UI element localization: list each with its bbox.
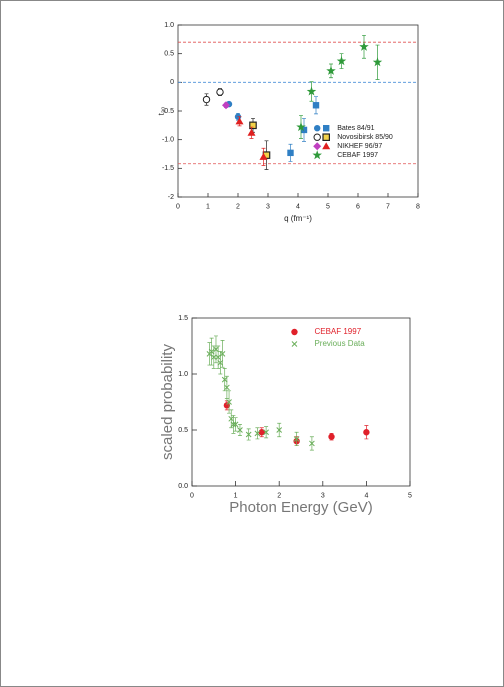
y-tick-label: -1.5 bbox=[162, 165, 174, 172]
legend-marker bbox=[322, 142, 331, 150]
legend-marker bbox=[323, 125, 330, 132]
legend-marker bbox=[313, 133, 321, 141]
x-tick-label: 4 bbox=[296, 203, 300, 210]
marker bbox=[296, 122, 306, 132]
marker bbox=[237, 427, 243, 433]
y-tick-label: 1.0 bbox=[178, 371, 188, 378]
legend-marker bbox=[291, 328, 298, 336]
x-tick-label: 0 bbox=[176, 203, 180, 210]
series bbox=[222, 101, 268, 166]
y-tick-label: 0.0 bbox=[178, 483, 188, 490]
plot-frame bbox=[191, 317, 411, 487]
legend-label: Bates 84/91 bbox=[337, 125, 374, 132]
marker bbox=[245, 431, 252, 438]
marker bbox=[202, 95, 211, 104]
marker bbox=[219, 350, 226, 357]
legend-label: Novosibirsk 85/90 bbox=[337, 134, 393, 141]
marker bbox=[363, 429, 370, 436]
marker bbox=[216, 88, 224, 96]
y-tick-label: 0.5 bbox=[164, 51, 174, 58]
marker bbox=[293, 436, 300, 442]
x-tick-label: 1 bbox=[234, 492, 238, 499]
marker bbox=[226, 399, 232, 405]
x-axis-label: Photon Energy (GeV) bbox=[229, 499, 372, 516]
series bbox=[225, 96, 320, 162]
legend-label: CEBAF 1997 bbox=[337, 152, 378, 159]
x-tick-label: 5 bbox=[408, 492, 412, 499]
x-tick-label: 6 bbox=[356, 203, 360, 210]
marker bbox=[249, 121, 257, 130]
marker bbox=[223, 402, 231, 409]
y-tick-label: -1.0 bbox=[162, 137, 174, 144]
y-tick-label: 0 bbox=[170, 79, 174, 86]
marker bbox=[372, 57, 383, 67]
x-tick-label: 2 bbox=[236, 203, 240, 210]
marker bbox=[336, 56, 347, 66]
marker bbox=[258, 429, 265, 436]
x-tick-label: 2 bbox=[277, 492, 281, 499]
marker bbox=[287, 149, 294, 157]
marker bbox=[328, 433, 335, 440]
x-tick-label: 1 bbox=[206, 203, 210, 210]
y-tick-label: 0.5 bbox=[178, 427, 188, 434]
marker bbox=[306, 86, 317, 96]
marker bbox=[213, 346, 219, 353]
y-tick-label: 1.0 bbox=[164, 22, 174, 29]
marker bbox=[222, 101, 230, 110]
series bbox=[296, 34, 383, 139]
marker bbox=[210, 354, 217, 361]
marker bbox=[224, 384, 230, 391]
marker bbox=[276, 427, 283, 433]
marker bbox=[312, 102, 320, 109]
marker bbox=[232, 421, 239, 428]
marker bbox=[247, 128, 256, 136]
marker bbox=[217, 359, 224, 366]
x-tick-label: 4 bbox=[364, 492, 368, 499]
marker bbox=[300, 126, 308, 134]
marker bbox=[230, 421, 237, 428]
legend-marker bbox=[312, 150, 322, 160]
legend-label: NIKHEF 96/97 bbox=[337, 143, 382, 150]
marker bbox=[228, 415, 235, 422]
y-tick-label: -0.5 bbox=[162, 108, 174, 115]
legend-marker bbox=[313, 142, 322, 151]
marker bbox=[359, 41, 369, 51]
marker bbox=[208, 348, 215, 355]
marker bbox=[221, 376, 228, 383]
x-tick-label: 7 bbox=[386, 203, 390, 210]
y-axis-label: t₂₀ bbox=[157, 107, 166, 116]
legend-marker bbox=[291, 341, 298, 347]
x-tick-label: 0 bbox=[190, 492, 194, 499]
legend-label: CEBAF 1997 bbox=[314, 327, 361, 336]
x-tick-label: 3 bbox=[266, 203, 270, 210]
marker bbox=[254, 430, 261, 437]
series bbox=[206, 335, 315, 451]
y-axis-label: scaled probability bbox=[159, 344, 176, 460]
legend-label: Previous Data bbox=[314, 339, 365, 348]
x-tick-label: 8 bbox=[416, 203, 420, 210]
marker bbox=[263, 429, 269, 436]
marker bbox=[326, 65, 336, 75]
x-tick-label: 3 bbox=[321, 492, 325, 499]
y-tick-label: -2 bbox=[168, 194, 174, 201]
x-axis-label: q (fm⁻¹) bbox=[284, 214, 312, 223]
legend-marker bbox=[322, 133, 331, 142]
x-tick-label: 5 bbox=[326, 203, 330, 210]
marker bbox=[259, 152, 268, 160]
marker bbox=[235, 117, 244, 125]
marker bbox=[309, 440, 315, 447]
y-tick-label: 1.5 bbox=[178, 315, 188, 322]
legend-marker bbox=[314, 125, 321, 132]
marker bbox=[215, 354, 222, 361]
